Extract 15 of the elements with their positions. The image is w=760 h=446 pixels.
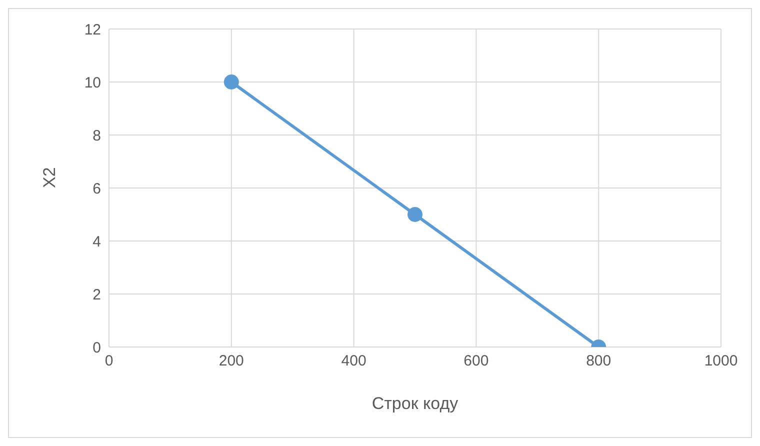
x-tick-label: 400 <box>341 352 366 370</box>
y-tick-label: 10 <box>84 74 101 92</box>
y-tick-label: 6 <box>92 180 101 198</box>
x-tick-label: 200 <box>218 352 244 370</box>
x-tick-label: 0 <box>104 352 114 370</box>
y-axis-title: X2 <box>40 167 60 188</box>
y-tick-label: 4 <box>92 233 101 250</box>
y-tick-label: 0 <box>92 339 101 356</box>
x-tick-label: 600 <box>464 352 489 370</box>
y-tick-label: 12 <box>84 21 101 38</box>
x-axis-title: Строк коду <box>372 394 459 413</box>
x-tick-label: 1000 <box>704 352 738 370</box>
y-tick-label: 2 <box>92 286 101 304</box>
y-tick-label: 8 <box>92 127 101 144</box>
x-tick-label: 800 <box>586 352 612 370</box>
